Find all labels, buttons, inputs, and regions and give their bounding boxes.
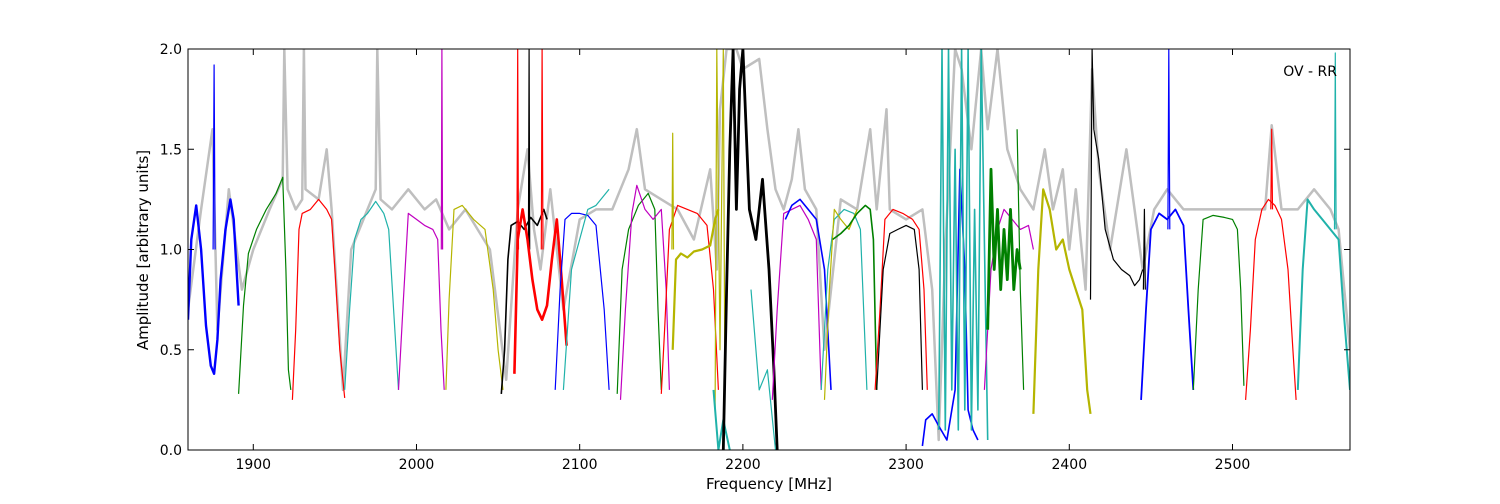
chart-annotation: OV - RR [1283,64,1337,80]
y-tick-label: 1.0 [160,243,182,259]
series-line-0 [188,198,240,375]
series-line-33 [983,208,1034,390]
series-line-7 [445,204,504,390]
series-line-17 [660,204,719,394]
series-line-10 [513,208,568,374]
series-line-44 [1296,198,1350,390]
series-line-9 [527,49,531,250]
series-line-20 [714,49,726,410]
series-line-3 [291,198,346,400]
series-line-30 [876,224,923,390]
series-line-14 [562,188,610,390]
series-line-32 [937,49,989,441]
series-line-18 [671,209,720,350]
series-line-19 [671,132,675,250]
x-tick-label: 2000 [399,457,435,473]
series-line-26 [820,208,868,390]
series-line-29 [874,208,928,390]
series-line-12 [540,49,544,250]
series-line-43 [1270,128,1274,210]
y-axis-label: Amplitude [arbitrary units] [134,150,152,350]
y-tick-label: 0.0 [160,443,182,459]
series-line-28 [832,204,878,390]
x-tick-label: 2500 [1215,457,1251,473]
series-line-4 [344,200,400,390]
y-tick-label: 2.0 [160,42,182,58]
y-tick-label: 0.5 [160,343,182,359]
series-line-5 [397,212,445,390]
series-layer [188,49,1350,450]
x-tick-label: 2400 [1051,457,1087,473]
series-line-6 [440,49,444,250]
series-line-34 [986,167,1022,330]
x-tick-label: 2100 [562,457,598,473]
series-line-15 [616,192,662,394]
series-line-38 [1142,208,1146,290]
series-line-45 [1333,52,1337,230]
series-line-36 [1032,188,1092,415]
series-line-25 [784,198,832,390]
series-line-27 [823,208,858,400]
series-line-39 [1140,208,1195,400]
series-line-31 [921,168,979,447]
series-line-37 [1089,49,1144,300]
axis-layer: 1900 2000 2100 2200 2300 2400 2500 0.0 0.5 1.0 1.5… [160,42,1350,473]
series-line-23 [750,289,777,450]
series-line-16 [619,184,670,400]
series-line-11 [516,49,520,250]
series-line-1 [212,64,216,250]
series-line-35 [1016,129,1025,390]
series-line-22 [721,49,779,450]
series-line-24 [771,204,822,400]
series-line-42 [1245,198,1297,400]
x-axis-label: Frequency [MHz] [706,475,832,493]
x-tick-label: 2300 [888,457,924,473]
series-line-40 [1167,49,1171,230]
series-line-41 [1192,214,1245,390]
series-line-21 [712,389,731,450]
series-line-2 [238,176,292,394]
series-line-13 [554,212,610,390]
x-tick-label: 1900 [235,457,271,473]
y-tick-label: 1.5 [160,142,182,158]
x-tick-label: 2200 [725,457,761,473]
